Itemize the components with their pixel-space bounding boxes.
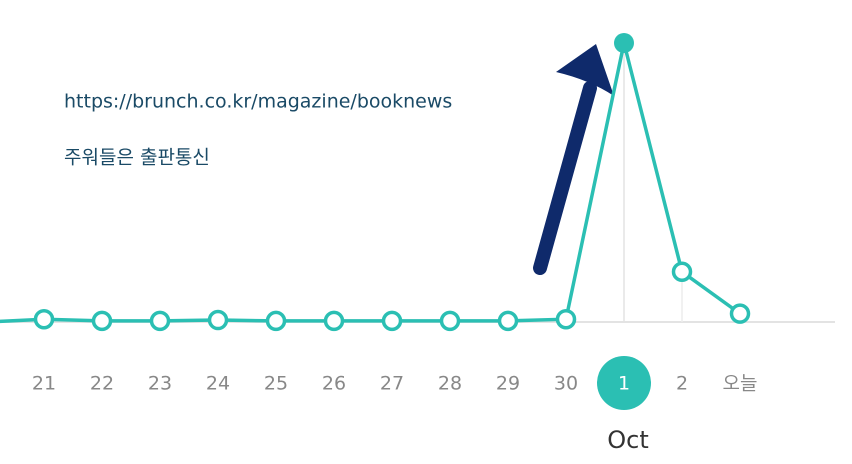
data-point xyxy=(497,310,519,332)
data-point xyxy=(91,310,113,332)
x-tick-label: 21 xyxy=(32,373,56,395)
x-tick-label: 30 xyxy=(554,373,578,395)
data-point xyxy=(555,308,577,330)
data-point xyxy=(149,310,171,332)
x-tick-label: 25 xyxy=(264,373,288,395)
x-tick-label: 28 xyxy=(438,373,462,395)
month-label: Oct xyxy=(607,426,649,454)
hand-drawn-arrow xyxy=(533,44,614,275)
data-point xyxy=(323,310,345,332)
x-tick-label: 22 xyxy=(90,373,114,395)
x-tick-label: 29 xyxy=(496,373,520,395)
x-tick-label: 2 xyxy=(676,373,688,395)
x-tick-label: 27 xyxy=(380,373,404,395)
annotation-url: https://brunch.co.kr/magazine/booknews xyxy=(64,91,452,113)
data-point xyxy=(614,33,634,53)
data-point xyxy=(439,310,461,332)
x-tick-label: 1 xyxy=(618,373,630,395)
data-point xyxy=(381,310,403,332)
x-tick-label: 23 xyxy=(148,373,172,395)
annotation-text: 주워들은 출판통신 xyxy=(64,147,210,169)
data-point xyxy=(33,308,55,330)
data-point xyxy=(265,310,287,332)
x-tick-label: 오늘 xyxy=(723,373,758,395)
x-tick-label: 24 xyxy=(206,373,230,395)
data-point xyxy=(729,303,751,324)
data-line xyxy=(0,42,742,324)
selected-day-badge xyxy=(597,356,651,410)
data-point xyxy=(207,309,229,331)
x-tick-label: 26 xyxy=(322,373,346,395)
data-point xyxy=(671,261,693,283)
